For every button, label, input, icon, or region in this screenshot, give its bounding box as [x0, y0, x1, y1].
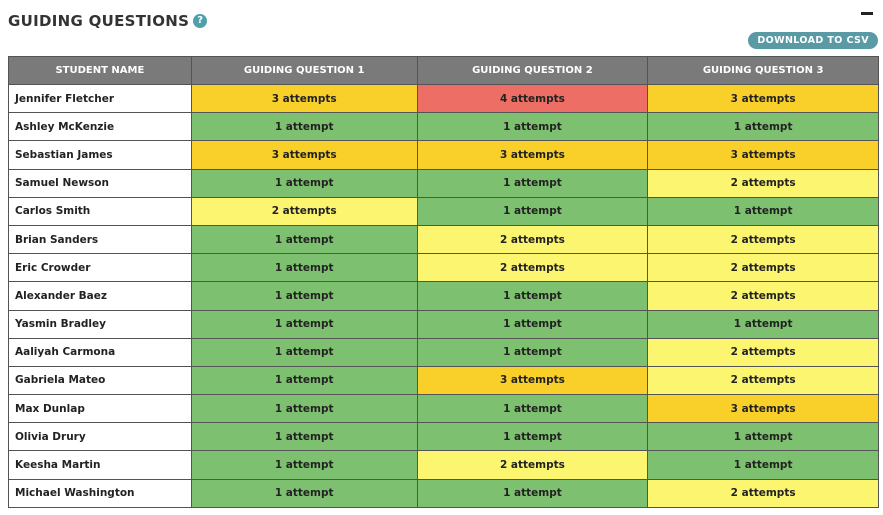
attempts-cell-question-2: 2 attempts [416, 224, 649, 255]
column-header-question-2[interactable]: GUIDING QUESTION 2 [416, 56, 649, 85]
student-name-cell: Samuel Newson [8, 168, 192, 198]
table-row: Aaliyah Carmona 1 attempt 1 attempt 2 attem… [8, 337, 879, 367]
attempts-cell-question-3: 3 attempts [647, 140, 879, 170]
attempts-cell-question-1: 1 attempt [190, 224, 418, 255]
attempts-cell-question-1: 1 attempt [190, 478, 418, 508]
attempts-cell-question-1: 1 attempt [190, 394, 418, 424]
attempts-cell-question-3: 2 attempts [647, 337, 879, 367]
student-name-cell: Brian Sanders [8, 224, 192, 255]
attempts-cell-question-2: 1 attempt [416, 281, 649, 311]
attempts-cell-question-2: 1 attempt [416, 168, 649, 198]
attempts-cell-question-1: 1 attempt [190, 450, 418, 480]
attempts-cell-question-1: 2 attempts [190, 196, 418, 226]
table-row: Samuel Newson 1 attempt 1 attempt 2 attempt… [8, 168, 879, 198]
student-name-cell: Michael Washington [8, 478, 192, 508]
attempts-cell-question-1: 1 attempt [190, 112, 418, 142]
attempts-cell-question-3: 2 attempts [647, 365, 879, 396]
attempts-cell-question-3: 1 attempt [647, 422, 879, 452]
student-name-cell: Max Dunlap [8, 394, 192, 424]
attempts-cell-question-2: 2 attempts [416, 253, 649, 283]
table-row: Sebastian James 3 attempts 3 attempts 3 att… [8, 140, 879, 170]
student-name-cell: Sebastian James [8, 140, 192, 170]
table-row: Alexander Baez 1 attempt 1 attempt 2 attemp… [8, 281, 879, 311]
attempts-cell-question-3: 3 attempts [647, 394, 879, 424]
attempts-cell-question-2: 1 attempt [416, 394, 649, 424]
attempts-cell-question-2: 1 attempt [416, 196, 649, 226]
column-header-question-1[interactable]: GUIDING QUESTION 1 [190, 56, 418, 85]
attempts-cell-question-2: 1 attempt [416, 478, 649, 508]
student-name-cell: Olivia Drury [8, 422, 192, 452]
attempts-cell-question-3: 2 attempts [647, 168, 879, 198]
student-name-cell: Eric Crowder [8, 253, 192, 283]
attempts-cell-question-3: 2 attempts [647, 281, 879, 311]
table-row: Carlos Smith 2 attempts 1 attempt 1 attempt [8, 196, 879, 226]
attempts-cell-question-1: 1 attempt [190, 309, 418, 339]
attempts-cell-question-2: 3 attempts [416, 140, 649, 170]
student-name-cell: Jennifer Fletcher [8, 83, 192, 114]
attempts-cell-question-1: 1 attempt [190, 365, 418, 396]
column-header-student-name[interactable]: STUDENT NAME [8, 56, 192, 85]
attempts-cell-question-3: 1 attempt [647, 309, 879, 339]
student-name-cell: Aaliyah Carmona [8, 337, 192, 367]
page-title: GUIDING QUESTIONS [8, 12, 190, 30]
attempts-cell-question-1: 3 attempts [190, 140, 418, 170]
table-row: Yasmin Bradley 1 attempt 1 attempt 1 attemp… [8, 309, 879, 339]
student-name-cell: Ashley McKenzie [8, 112, 192, 142]
attempts-cell-question-2: 1 attempt [416, 337, 649, 367]
table-row: Keesha Martin 1 attempt 2 attempts 1 attemp… [8, 450, 879, 480]
student-name-cell: Alexander Baez [8, 281, 192, 311]
attempts-cell-question-1: 1 attempt [190, 422, 418, 452]
student-name-cell: Gabriela Mateo [8, 365, 192, 396]
attempts-cell-question-3: 3 attempts [647, 83, 879, 114]
table-row: Eric Crowder 1 attempt 2 attempts 2 attempt… [8, 253, 879, 283]
attempts-cell-question-2: 3 attempts [416, 365, 649, 396]
attempts-cell-question-3: 1 attempt [647, 196, 879, 226]
attempts-cell-question-3: 2 attempts [647, 253, 879, 283]
attempts-cell-question-3: 1 attempt [647, 112, 879, 142]
student-name-cell: Keesha Martin [8, 450, 192, 480]
table-row: Ashley McKenzie 1 attempt 1 attempt 1 attem… [8, 112, 879, 142]
attempts-cell-question-1: 1 attempt [190, 281, 418, 311]
student-name-cell: Carlos Smith [8, 196, 192, 226]
attempts-cell-question-3: 2 attempts [647, 478, 879, 508]
collapse-icon[interactable] [861, 12, 873, 15]
attempts-cell-question-2: 1 attempt [416, 309, 649, 339]
table-row: Michael Washington 1 attempt 1 attempt 2 at… [8, 478, 879, 508]
attempts-cell-question-1: 1 attempt [190, 168, 418, 198]
table-row: Gabriela Mateo 1 attempt 3 attempts 2 attem… [8, 365, 879, 396]
attempts-cell-question-1: 1 attempt [190, 253, 418, 283]
table-row: Max Dunlap 1 attempt 1 attempt 3 attempts [8, 394, 879, 424]
attempts-cell-question-3: 1 attempt [647, 450, 879, 480]
attempts-cell-question-2: 4 attempts [416, 83, 649, 114]
column-header-question-3[interactable]: GUIDING QUESTION 3 [647, 56, 879, 85]
section-header: GUIDING QUESTIONS ? [8, 9, 208, 33]
help-icon[interactable]: ? [193, 14, 208, 28]
attempts-cell-question-1: 1 attempt [190, 337, 418, 367]
table-row: Jennifer Fletcher 3 attempts 4 attempts 3 a… [8, 83, 879, 114]
guiding-questions-table: STUDENT NAME GUIDING QUESTION 1 GUIDING … [8, 56, 879, 508]
attempts-cell-question-3: 2 attempts [647, 224, 879, 255]
table-row: Brian Sanders 1 attempt 2 attempts 2 attemp… [8, 224, 879, 255]
student-name-cell: Yasmin Bradley [8, 309, 192, 339]
attempts-cell-question-1: 3 attempts [190, 83, 418, 114]
attempts-cell-question-2: 2 attempts [416, 450, 649, 480]
table-header-row: STUDENT NAME GUIDING QUESTION 1 GUIDING … [8, 56, 879, 85]
table-row: Olivia Drury 1 attempt 1 attempt 1 attempt [8, 422, 879, 452]
attempts-cell-question-2: 1 attempt [416, 112, 649, 142]
attempts-cell-question-2: 1 attempt [416, 422, 649, 452]
download-csv-button[interactable]: DOWNLOAD TO CSV [748, 32, 878, 49]
